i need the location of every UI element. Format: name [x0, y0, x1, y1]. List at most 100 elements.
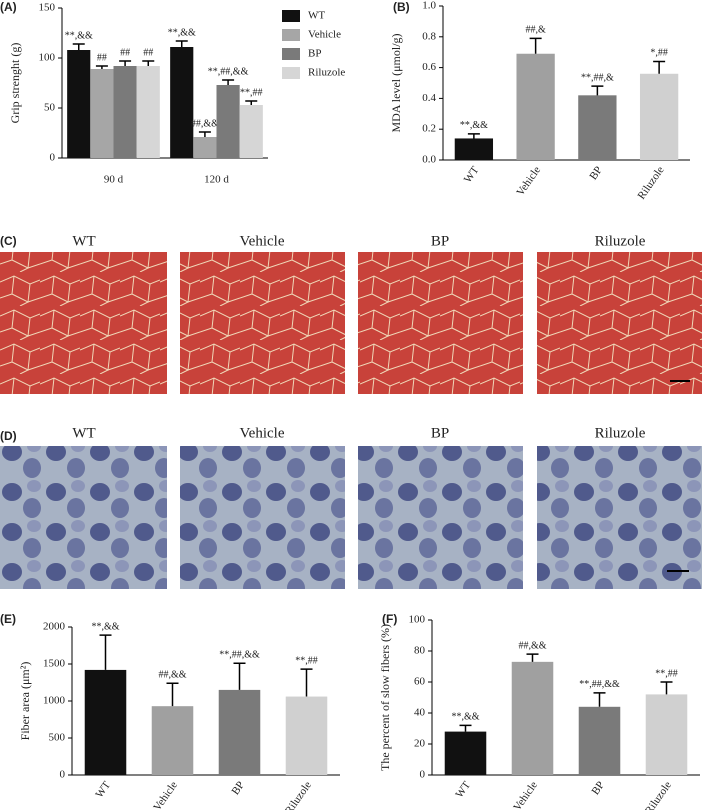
legend-swatch: [282, 10, 300, 22]
annotation: ##: [143, 47, 153, 58]
error-bar: [198, 131, 211, 137]
x-tick-label: WT: [453, 779, 473, 800]
panel-letter: (D): [0, 429, 17, 443]
bar: [136, 66, 160, 158]
x-tick-label: WT: [462, 164, 482, 185]
y-tick-label: 1000: [43, 695, 66, 707]
annotation: **,&&: [460, 120, 488, 131]
image-title: WT: [72, 233, 95, 249]
panel-d: (D) WT Vehicle BP Riluzole: [0, 425, 702, 589]
image-title: Vehicle: [240, 233, 285, 249]
legend-swatch: [282, 67, 300, 79]
error-bar: [142, 60, 155, 66]
y-tick-label: 0: [50, 152, 56, 164]
error-bar: [526, 653, 539, 662]
y-tick-label: 0.6: [422, 61, 436, 73]
micrograph: [537, 252, 702, 394]
bar: [454, 138, 494, 160]
micrograph: [180, 252, 345, 394]
x-tick-label: BP: [587, 164, 605, 182]
annotation: **,##: [655, 668, 678, 679]
error-bar: [300, 668, 313, 697]
annotation: **,##: [295, 655, 318, 666]
micrograph: [537, 446, 702, 589]
y-tick-label: 150: [39, 2, 56, 14]
legend-label: Vehicle: [308, 29, 341, 41]
image-title: Riluzole: [595, 233, 646, 249]
y-axis-label: MDA level (μmol/g): [389, 33, 403, 132]
annotation: ##,&&: [158, 670, 186, 681]
error-bar: [233, 662, 246, 690]
bar: [151, 706, 194, 775]
panel-letter: (A): [0, 0, 17, 14]
y-tick-label: 2000: [43, 621, 66, 633]
error-bar: [459, 724, 472, 732]
x-tick-label: Vehicle: [511, 779, 540, 810]
panel-c: (C) WT Vehicle BP Riluzole: [0, 233, 702, 394]
error-bar: [593, 692, 606, 707]
y-tick-label: 40: [414, 707, 426, 719]
x-tick-label: Vehicle: [151, 779, 180, 810]
y-tick-label: 0: [420, 769, 426, 781]
annotation: **,##,&&: [219, 650, 260, 661]
annotation: ##,&: [525, 25, 546, 36]
y-tick-label: 100: [39, 52, 56, 64]
annotation: **,&&: [91, 621, 119, 632]
annotation: ##: [120, 47, 130, 58]
bar: [193, 137, 217, 158]
error-bar: [166, 682, 179, 707]
error-bar: [119, 60, 132, 66]
image-title: Vehicle: [240, 425, 285, 441]
error-bar: [95, 65, 108, 69]
bar: [170, 47, 194, 158]
annotation: **,##,&: [581, 72, 614, 83]
micrograph: [180, 446, 345, 589]
y-tick-label: 80: [414, 645, 426, 657]
error-bar: [222, 79, 235, 85]
x-tick-label: WT: [93, 779, 113, 800]
panel-letter: (C): [0, 234, 17, 248]
bar: [113, 66, 137, 158]
error-bar: [245, 100, 258, 105]
bar: [239, 105, 263, 158]
y-tick-label: 50: [44, 102, 56, 114]
y-tick-label: 1500: [43, 658, 66, 670]
error-bar: [660, 681, 673, 695]
legend-swatch: [282, 48, 300, 60]
micrograph: [0, 446, 167, 589]
legend-swatch: [282, 29, 300, 41]
y-axis-label: The percent of slow fibers (%): [378, 624, 392, 771]
image-title: BP: [431, 233, 449, 249]
panel-letter: (E): [0, 612, 16, 626]
annotation: **,&&: [168, 27, 196, 38]
bar: [90, 69, 114, 158]
error-bar: [99, 634, 112, 670]
legend-label: Riluzole: [308, 67, 345, 79]
bar: [444, 731, 487, 775]
annotation: ##: [97, 52, 107, 63]
y-tick-label: 0: [60, 769, 66, 781]
y-tick-label: 60: [414, 676, 426, 688]
y-tick-label: 0.0: [422, 154, 436, 166]
error-bar: [72, 43, 85, 50]
y-tick-label: 500: [49, 732, 66, 744]
image-title: WT: [72, 425, 95, 441]
annotation: **,&&: [65, 30, 93, 41]
annotation: **,##,&&: [579, 679, 620, 690]
panel-letter: (F): [382, 612, 397, 626]
legend-label: WT: [308, 10, 325, 22]
bar: [67, 50, 91, 158]
y-tick-label: 100: [409, 614, 426, 626]
annotation: **,##: [240, 87, 263, 98]
x-tick-label: Riluzole: [283, 779, 314, 810]
x-tick-label: 120 d: [204, 174, 229, 186]
bar: [578, 95, 617, 160]
error-bar: [467, 133, 480, 139]
y-tick-label: 0.8: [422, 30, 436, 42]
y-axis-label: Grip strenght (g): [8, 43, 22, 124]
image-title: BP: [431, 425, 449, 441]
x-tick-label: Riluzole: [643, 779, 674, 810]
bar: [516, 53, 555, 160]
bar: [218, 689, 261, 775]
